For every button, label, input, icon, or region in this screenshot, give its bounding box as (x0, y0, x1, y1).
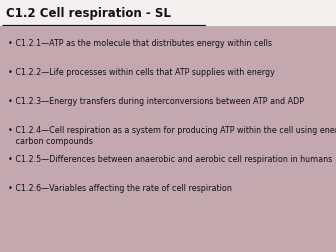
Text: C1.2 Cell respiration - SL: C1.2 Cell respiration - SL (6, 7, 171, 20)
Text: • C1.2.3—Energy transfers during interconversions between ATP and ADP: • C1.2.3—Energy transfers during interco… (8, 97, 304, 106)
FancyBboxPatch shape (0, 0, 336, 26)
Text: • C1.2.1—ATP as the molecule that distributes energy within cells: • C1.2.1—ATP as the molecule that distri… (8, 39, 272, 48)
Text: • C1.2.4—Cell respiration as a system for producing ATP within the cell using en: • C1.2.4—Cell respiration as a system fo… (8, 126, 336, 146)
Text: • C1.2.6—Variables affecting the rate of cell respiration: • C1.2.6—Variables affecting the rate of… (8, 184, 232, 193)
Text: • C1.2.5—Differences between anaerobic and aerobic cell respiration in humans: • C1.2.5—Differences between anaerobic a… (8, 155, 333, 164)
Text: • C1.2.2—Life processes within cells that ATP supplies with energy: • C1.2.2—Life processes within cells tha… (8, 68, 275, 77)
